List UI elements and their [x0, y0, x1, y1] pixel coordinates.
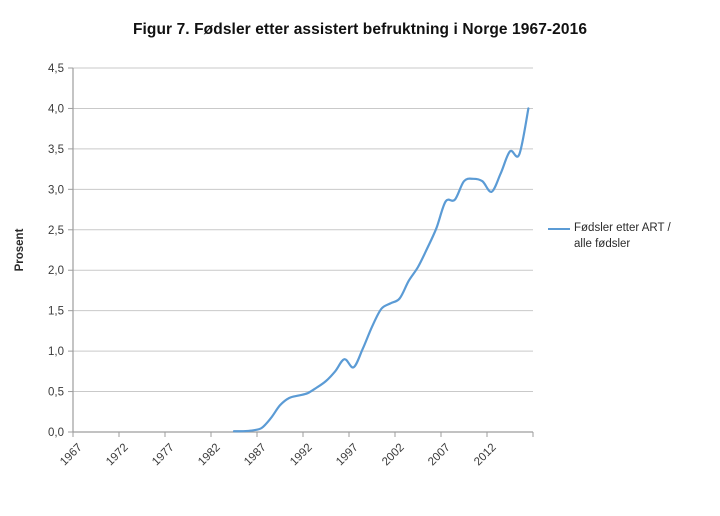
- y-tick-label: 0,0: [48, 427, 64, 439]
- y-tick-label: 3,5: [48, 144, 64, 156]
- y-tick-label: 4,5: [48, 63, 64, 75]
- series-line: [232, 107, 530, 433]
- x-tick-label: 1987: [242, 442, 269, 469]
- legend-line-swatch: [548, 228, 570, 230]
- legend-label-line1: Fødsler etter ART /: [574, 222, 671, 234]
- x-tick-label: 2002: [380, 442, 407, 469]
- y-tick-label: 2,0: [48, 265, 64, 277]
- legend-label: Fødsler etter ART / alle fødsler: [574, 221, 671, 252]
- x-tick-label: 1967: [58, 442, 85, 469]
- x-tick-label: 1972: [104, 442, 131, 469]
- y-tick-label: 1,0: [48, 346, 64, 358]
- legend: Fødsler etter ART / alle fødsler: [548, 221, 671, 252]
- x-tick-label: 2012: [472, 442, 499, 469]
- legend-label-line2: alle fødsler: [574, 237, 631, 250]
- x-tick-label: 1997: [334, 442, 361, 469]
- x-tick-label: 1992: [288, 442, 315, 469]
- x-tick-label: 1977: [150, 442, 177, 469]
- y-tick-label: 0,5: [48, 387, 64, 399]
- x-tick-label: 2007: [426, 442, 453, 469]
- x-tick-label: 1982: [196, 442, 223, 469]
- chart-title: Figur 7. Fødsler etter assistert befrukt…: [132, 21, 588, 38]
- y-tick-label: 1,5: [48, 306, 64, 318]
- y-tick-label: 4,0: [48, 103, 64, 115]
- y-tick-label: 3,0: [48, 184, 64, 196]
- y-tick-label: 2,5: [48, 225, 64, 237]
